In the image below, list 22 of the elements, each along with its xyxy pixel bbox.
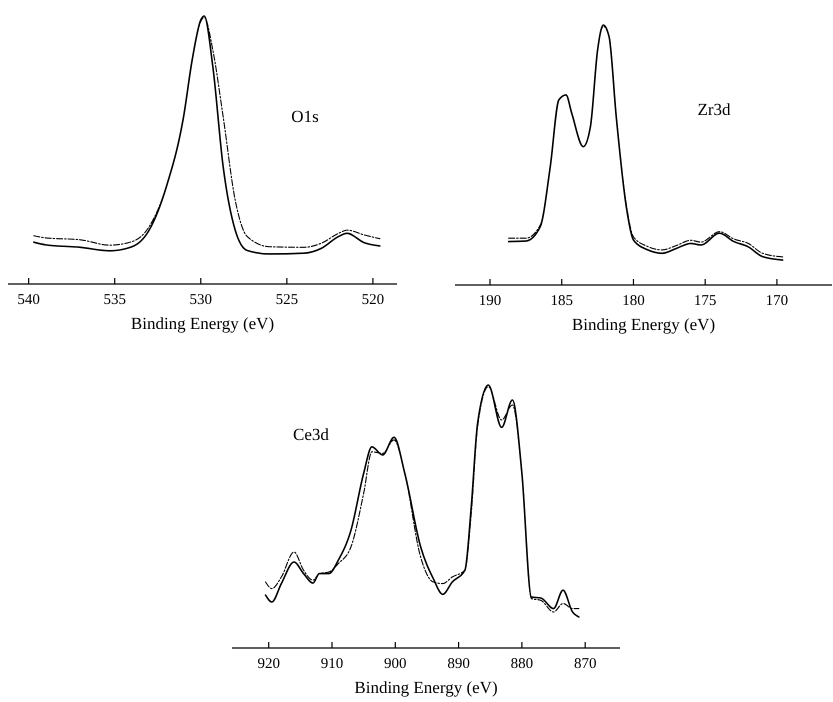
x-tick-label: 535: [103, 292, 126, 308]
annotation: Ce3d: [293, 425, 330, 444]
x-tick-label: 190: [478, 293, 502, 309]
x-tick-label: 870: [574, 656, 596, 672]
x-tick-label: 920: [257, 656, 280, 672]
x-tick-label: 185: [550, 293, 573, 309]
x-axis-title: Binding Energy (eV): [130, 314, 274, 333]
annotation: O1s: [291, 107, 319, 126]
x-tick-label: 175: [694, 293, 716, 309]
x-tick-label: 520: [362, 292, 384, 308]
x-axis-title: Binding Energy (eV): [354, 678, 498, 697]
x-tick-label: 540: [17, 292, 40, 308]
x-tick-label: 890: [447, 656, 470, 672]
x-tick-label: 170: [766, 293, 788, 309]
x-tick-label: 880: [510, 656, 534, 672]
x-tick-label: 180: [622, 293, 645, 309]
x-tick-label: 910: [320, 656, 344, 672]
x-tick-label: 525: [276, 292, 298, 308]
x-axis-title: Binding Energy (eV): [572, 315, 716, 334]
x-tick-label: 900: [384, 656, 407, 672]
x-tick-label: 530: [190, 292, 212, 308]
annotation: Zr3d: [697, 100, 732, 119]
